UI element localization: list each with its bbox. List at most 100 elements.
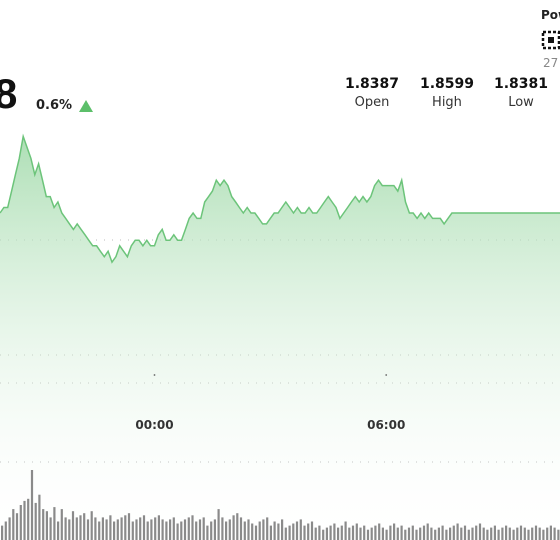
volume-bar: [303, 525, 306, 540]
change-percent: 0.6%: [36, 98, 73, 113]
volume-bar: [247, 519, 250, 540]
volume-bar: [101, 517, 104, 540]
volume-bar: [127, 513, 131, 540]
volume-bar: [355, 523, 358, 540]
volume-bar: [195, 521, 198, 540]
volume-bar: [430, 527, 433, 540]
volume-bar: [42, 509, 45, 540]
volume-bar: [68, 519, 71, 540]
volume-bar: [243, 521, 246, 540]
volume-bar: [486, 529, 489, 540]
volume-bar: [15, 513, 19, 540]
volume-bar: [75, 517, 78, 540]
volume-bar: [157, 515, 160, 540]
volume-bar: [154, 517, 157, 540]
price-area: [0, 136, 560, 540]
volume-bar: [228, 519, 231, 540]
volume-bar: [210, 521, 213, 540]
volume-bar: [516, 527, 519, 540]
volume-bars: [1, 470, 560, 540]
volume-bar: [232, 515, 235, 540]
volume-bar: [19, 505, 22, 540]
x-tick-mark: [153, 374, 156, 376]
volume-bar: [116, 519, 119, 540]
volume-bar: [183, 519, 187, 540]
volume-bar: [288, 525, 291, 540]
volume-bar: [415, 529, 418, 540]
volume-bar: [23, 500, 26, 540]
volume-bar: [27, 498, 30, 540]
volume-bar: [393, 523, 396, 540]
x-axis: 00:00 06:00: [135, 374, 405, 432]
volume-bar: [351, 525, 355, 540]
volume-bar: [333, 523, 336, 540]
volume-bar: [236, 513, 239, 540]
volume-bar: [508, 527, 511, 540]
broker-logo-icon[interactable]: [541, 30, 560, 50]
volume-bar: [83, 513, 86, 540]
volume-bar: [411, 525, 414, 540]
volume-bar: [497, 529, 500, 540]
volume-bar: [12, 509, 15, 540]
volume-bar: [482, 527, 485, 540]
low-value: 1.8381: [493, 76, 549, 92]
volume-bar: [131, 521, 134, 540]
volume-bar: [206, 525, 209, 540]
volume-bar: [527, 529, 530, 540]
volume-bar: [139, 517, 142, 540]
volume-bar: [318, 525, 321, 540]
volume-bar: [105, 519, 108, 540]
volume-bar: [348, 527, 351, 540]
powered-by-text: Pow: [541, 8, 560, 22]
volume-bar: [299, 519, 302, 540]
x-tick-mark: [385, 374, 388, 376]
volume-bar: [1, 525, 4, 540]
volume-bar: [404, 529, 407, 540]
x-tick-label: 06:00: [367, 418, 405, 432]
volume-bar: [135, 519, 138, 540]
volume-bar: [310, 521, 314, 540]
triangle-up-icon: [79, 99, 94, 112]
volume-bar: [538, 527, 541, 540]
volume-bar: [449, 527, 452, 540]
x-tick-label: 00:00: [135, 418, 173, 432]
volume-bar: [172, 517, 175, 540]
volume-bar: [4, 521, 7, 540]
volume-bar: [378, 523, 381, 540]
volume-bar: [322, 529, 325, 540]
volume-bar: [363, 525, 366, 540]
volume-bar: [490, 527, 493, 540]
high-label: High: [432, 95, 462, 110]
volume-bar: [142, 515, 146, 540]
volume-bar: [113, 521, 116, 540]
price-change: 0.6%: [36, 98, 94, 113]
volume-bar: [523, 527, 526, 540]
volume-bar: [79, 515, 82, 540]
volume-bar: [422, 525, 426, 540]
volume-bar: [202, 517, 205, 540]
volume-bar: [120, 517, 123, 540]
volume-bar: [94, 517, 97, 540]
volume-bar: [90, 511, 93, 540]
volume-bar: [34, 502, 37, 540]
price-line: [0, 133, 560, 264]
open-value: 1.8387: [344, 76, 400, 92]
volume-bar: [531, 527, 534, 540]
stat-low: 1.8381 Low: [486, 76, 556, 110]
volume-bar: [314, 527, 317, 540]
volume-bar: [437, 527, 440, 540]
volume-bar: [452, 525, 455, 540]
volume-bar: [150, 519, 153, 540]
volume-bar: [426, 523, 429, 540]
volume-bar: [281, 519, 284, 540]
volume-bar: [221, 517, 224, 540]
volume-bar: [475, 525, 478, 540]
volume-bar: [225, 521, 228, 540]
volume-bar: [57, 521, 60, 540]
volume-bar: [60, 509, 63, 540]
volume-bar: [213, 519, 216, 540]
date-text: 27: [543, 56, 559, 70]
volume-bar: [389, 525, 392, 540]
volume-bar: [266, 517, 269, 540]
